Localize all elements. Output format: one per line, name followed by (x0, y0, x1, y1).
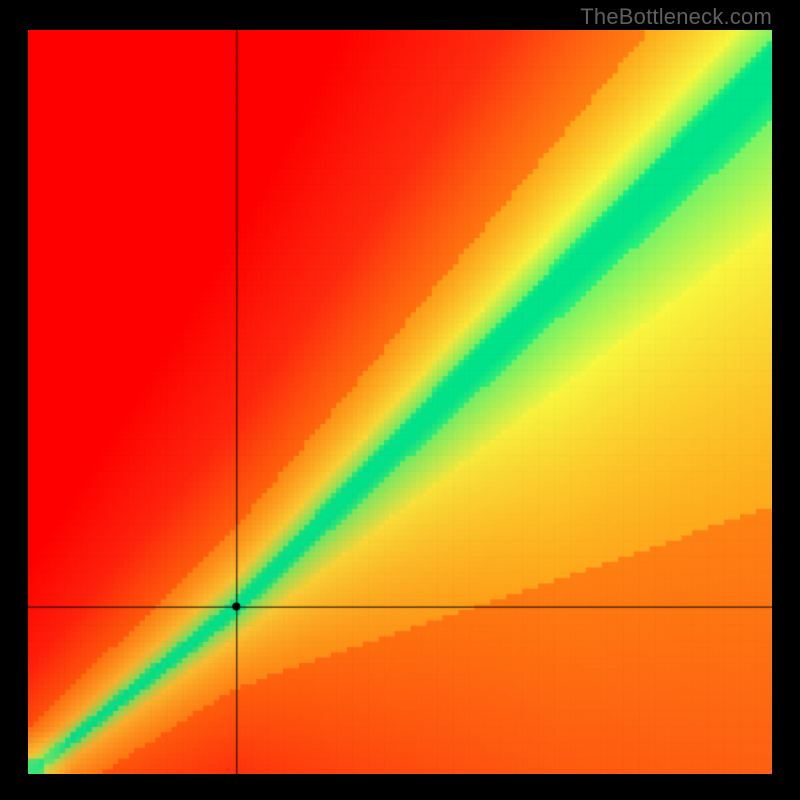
chart-container: TheBottleneck.com (0, 0, 800, 800)
watermark-text: TheBottleneck.com (580, 4, 772, 30)
bottleneck-heatmap (28, 30, 772, 774)
